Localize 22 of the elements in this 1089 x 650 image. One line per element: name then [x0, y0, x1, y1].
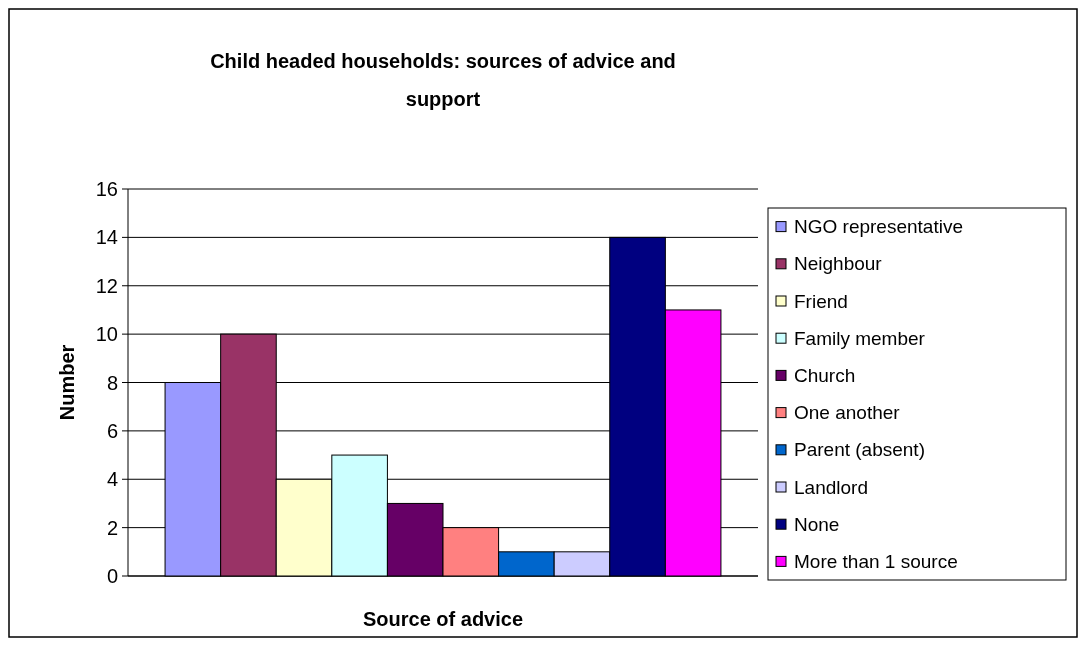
legend-label: Neighbour — [794, 253, 883, 275]
y-tick-label: 2 — [106, 516, 118, 539]
chart-title: Child headed households: sources of advice and support — [210, 50, 676, 110]
legend-label: More than 1 source — [794, 551, 958, 573]
x-axis-title: Source of advice — [362, 608, 524, 630]
legend-label: NGO representative — [794, 216, 963, 238]
legend-label: Landlord — [794, 476, 868, 498]
y-tick-label: 4 — [106, 468, 118, 491]
y-tick-label: 16 — [95, 178, 118, 200]
y-tick-label: 12 — [95, 274, 118, 297]
y-tick-label: 10 — [95, 323, 118, 346]
legend-label: Friend — [794, 290, 848, 312]
legend-label: Family member — [794, 327, 926, 349]
legend-label: One another — [794, 402, 901, 424]
y-tick-label: 14 — [95, 226, 118, 249]
y-tick-label: 8 — [106, 371, 118, 394]
y-axis-title: Number — [56, 344, 78, 421]
legend-label: Parent (absent) — [794, 439, 925, 461]
legend-label: Church — [794, 365, 856, 387]
legend-label: None — [794, 513, 840, 535]
y-tick-label: 6 — [106, 419, 118, 442]
y-tick-label: 0 — [106, 565, 118, 587]
